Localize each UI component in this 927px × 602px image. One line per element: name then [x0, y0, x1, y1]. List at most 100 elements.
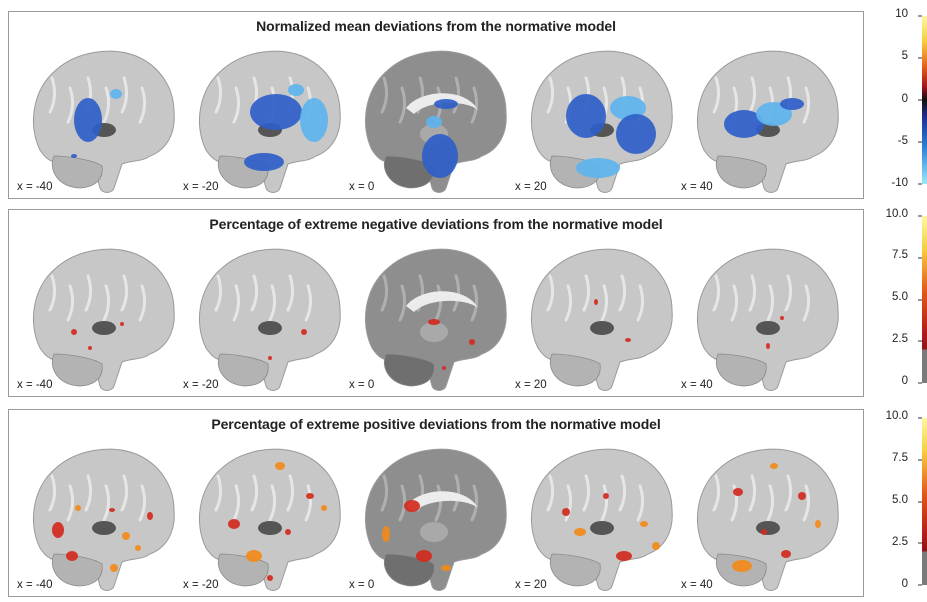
activation-blob [404, 500, 420, 512]
colorbar-tick: 2.5 [892, 333, 908, 345]
brain-slice: x = 20 [511, 234, 677, 394]
activation-blob [756, 102, 792, 126]
activation-blob [574, 528, 586, 536]
activation-blob [382, 526, 390, 542]
brain-slice: x = -40 [13, 36, 179, 196]
activation-blob [66, 551, 78, 561]
activation-blob [275, 462, 285, 470]
activation-blob [109, 508, 115, 512]
panel-title: Normalized mean deviations from the norm… [256, 18, 616, 34]
brain-slice-image [697, 448, 839, 591]
colorbar-gradient [918, 215, 927, 384]
colorbar-tick: 0 [901, 93, 908, 105]
colorbar-tick: 10 [895, 8, 908, 20]
panel-mean-deviations: Normalized mean deviations from the norm… [8, 11, 864, 199]
activation-blob [250, 94, 302, 130]
activation-blob [733, 488, 743, 496]
colorbar-tick: 0 [901, 375, 908, 387]
activation-blob [566, 94, 606, 138]
colorbar-tick: 5.0 [892, 494, 908, 506]
colorbar-tick: -10 [891, 177, 908, 189]
colorbar-positive: 10.0 7.5 5.0 2.5 0 [870, 408, 927, 590]
brain-slice-image [531, 248, 673, 391]
activation-blob [469, 339, 475, 345]
activation-blob [766, 343, 770, 349]
activation-blob [246, 550, 262, 562]
activation-blob [244, 153, 284, 171]
brain-slice-image [199, 448, 341, 591]
activation-blob [422, 134, 458, 178]
slice-label: x = -20 [183, 181, 219, 193]
panel-negative-deviations: Percentage of extreme negative deviation… [8, 209, 864, 397]
brain-slice-image [697, 248, 839, 391]
colorbar-tick: 7.5 [892, 249, 908, 261]
brain-slice: x = 20 [511, 434, 677, 594]
activation-blob [147, 512, 153, 520]
activation-blob [594, 299, 598, 305]
activation-blob [122, 532, 130, 540]
panel-positive-deviations: Percentage of extreme positive deviation… [8, 409, 864, 597]
activation-blob [781, 550, 791, 558]
slice-label: x = 0 [349, 379, 375, 391]
panel-title: Percentage of extreme positive deviation… [211, 416, 661, 432]
activation-blob [616, 114, 656, 154]
activation-blob [610, 96, 646, 120]
activation-blob [228, 519, 240, 529]
activation-blob [640, 521, 648, 527]
activation-blob [428, 319, 440, 325]
brain-slice-image [365, 50, 507, 193]
slice-label: x = 40 [681, 579, 713, 591]
colorbar-tick: 0 [901, 578, 908, 590]
slice-label: x = -40 [17, 379, 53, 391]
panel-title: Percentage of extreme negative deviation… [209, 216, 663, 232]
activation-blob [761, 529, 767, 535]
activation-blob [732, 560, 752, 572]
activation-blob [616, 551, 632, 561]
brain-slice: x = 0 [345, 234, 511, 394]
activation-blob [120, 322, 124, 326]
activation-blob [625, 338, 631, 342]
slice-label: x = -40 [17, 579, 53, 591]
activation-blob [416, 550, 432, 562]
colorbar-tick: 5 [901, 50, 908, 62]
activation-blob [288, 84, 304, 96]
slice-label: x = 40 [681, 181, 713, 193]
activation-blob [110, 89, 122, 99]
brain-slice-image [697, 50, 839, 193]
colorbar-gradient [918, 15, 927, 185]
slice-label: x = -20 [183, 379, 219, 391]
activation-blob [110, 564, 118, 572]
activation-blob [306, 493, 314, 499]
slice-label: x = 40 [681, 379, 713, 391]
activation-blob [52, 522, 64, 538]
activation-blob [442, 366, 446, 370]
activation-blob [71, 154, 77, 158]
activation-blob [426, 116, 442, 128]
brain-slice: x = 40 [677, 434, 843, 594]
activation-blob [441, 565, 451, 571]
activation-blob [88, 346, 92, 350]
brain-slice: x = -40 [13, 234, 179, 394]
activation-blob [301, 329, 307, 335]
activation-blob [815, 520, 821, 528]
activation-blob [75, 505, 81, 511]
slice-label: x = -40 [17, 181, 53, 193]
brain-slice: x = 20 [511, 36, 677, 196]
activation-blob [74, 98, 102, 142]
colorbar-gradient [918, 417, 927, 586]
activation-blob [300, 98, 328, 142]
slice-label: x = 20 [515, 379, 547, 391]
slice-label: x = 0 [349, 181, 375, 193]
activation-blob [434, 99, 458, 109]
slice-label: x = 20 [515, 579, 547, 591]
activation-blob [268, 356, 272, 360]
brain-slice-image [199, 50, 341, 193]
brain-slice: x = 40 [677, 234, 843, 394]
colorbar-tick: 2.5 [892, 536, 908, 548]
brain-slice: x = -40 [13, 434, 179, 594]
slice-label: x = 20 [515, 181, 547, 193]
colorbar-tick: 10.0 [885, 410, 908, 422]
activation-blob [652, 542, 660, 550]
brain-slice-image [365, 448, 507, 591]
brain-slice-image [199, 248, 341, 391]
